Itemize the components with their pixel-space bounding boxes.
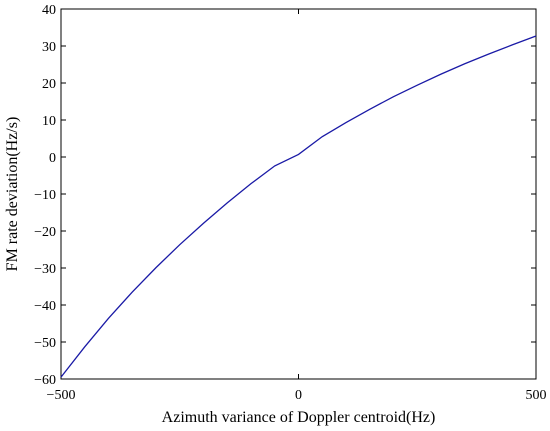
y-tick-label: −20: [34, 225, 56, 240]
plot-area: [60, 8, 537, 380]
x-axis-title: Azimuth variance of Doppler centroid(Hz): [162, 409, 436, 426]
ticks: [60, 8, 537, 380]
x-tick-label: −500: [47, 388, 76, 403]
x-tick-label: 0: [295, 388, 302, 403]
y-axis-title: FM rate deviation(Hz/s): [4, 117, 21, 272]
y-tick-label: −30: [34, 262, 56, 277]
y-tick-label: −10: [34, 188, 56, 203]
y-tick-label: −40: [34, 299, 56, 314]
y-tick-label: 20: [42, 77, 56, 92]
tick-labels: −500 0 500 −60 −50 −40 −30 −20 −10 0 10 20 30 40: [34, 3, 546, 403]
y-tick-label: −60: [34, 373, 56, 388]
y-tick-label: 0: [49, 151, 56, 166]
y-tick-label: 40: [42, 3, 56, 18]
y-tick-label: −50: [34, 336, 56, 351]
series-line: [60, 35, 537, 378]
x-tick-label: 500: [526, 388, 547, 403]
y-tick-label: 10: [42, 114, 56, 129]
y-tick-label: 30: [42, 40, 56, 55]
